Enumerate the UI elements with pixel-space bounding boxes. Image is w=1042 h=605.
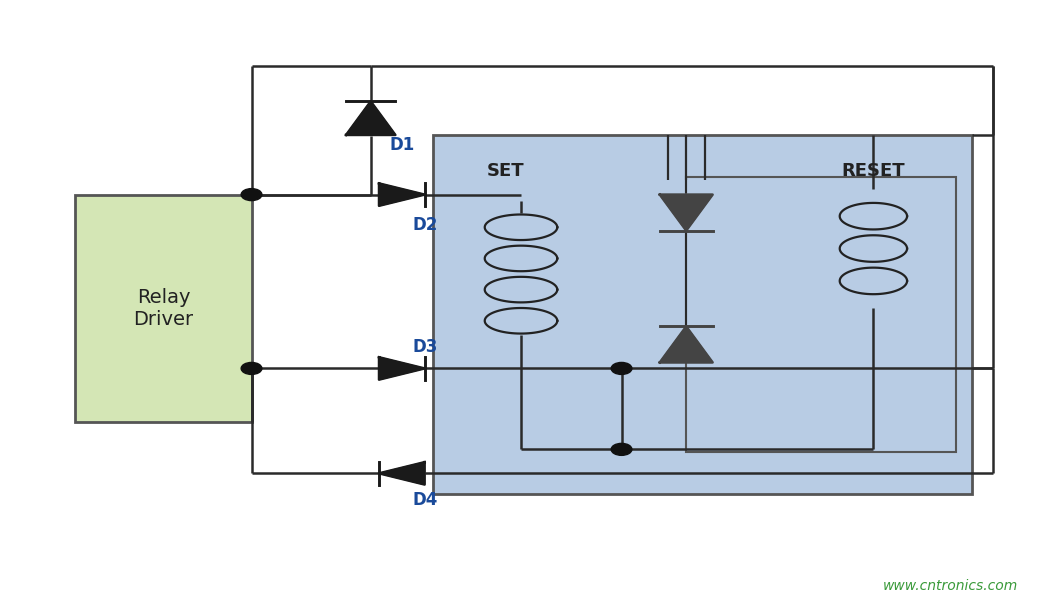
Text: RESET: RESET [842, 162, 905, 180]
Circle shape [612, 362, 631, 374]
Polygon shape [379, 462, 424, 485]
Circle shape [612, 443, 631, 456]
Bar [75, 195, 251, 422]
Polygon shape [660, 195, 713, 231]
Text: D1: D1 [390, 136, 415, 154]
Polygon shape [379, 357, 424, 380]
Circle shape [241, 362, 262, 374]
Text: SET: SET [487, 162, 524, 180]
Text: D4: D4 [413, 491, 438, 509]
Text: www.cntronics.com: www.cntronics.com [884, 579, 1018, 594]
Polygon shape [346, 102, 395, 135]
Text: D2: D2 [413, 215, 438, 234]
Bar [687, 177, 956, 453]
Text: Relay
Driver: Relay Driver [133, 288, 194, 329]
Polygon shape [660, 327, 713, 362]
Polygon shape [379, 183, 424, 206]
Bar [432, 135, 972, 494]
Text: D3: D3 [413, 338, 438, 356]
Circle shape [241, 189, 262, 201]
